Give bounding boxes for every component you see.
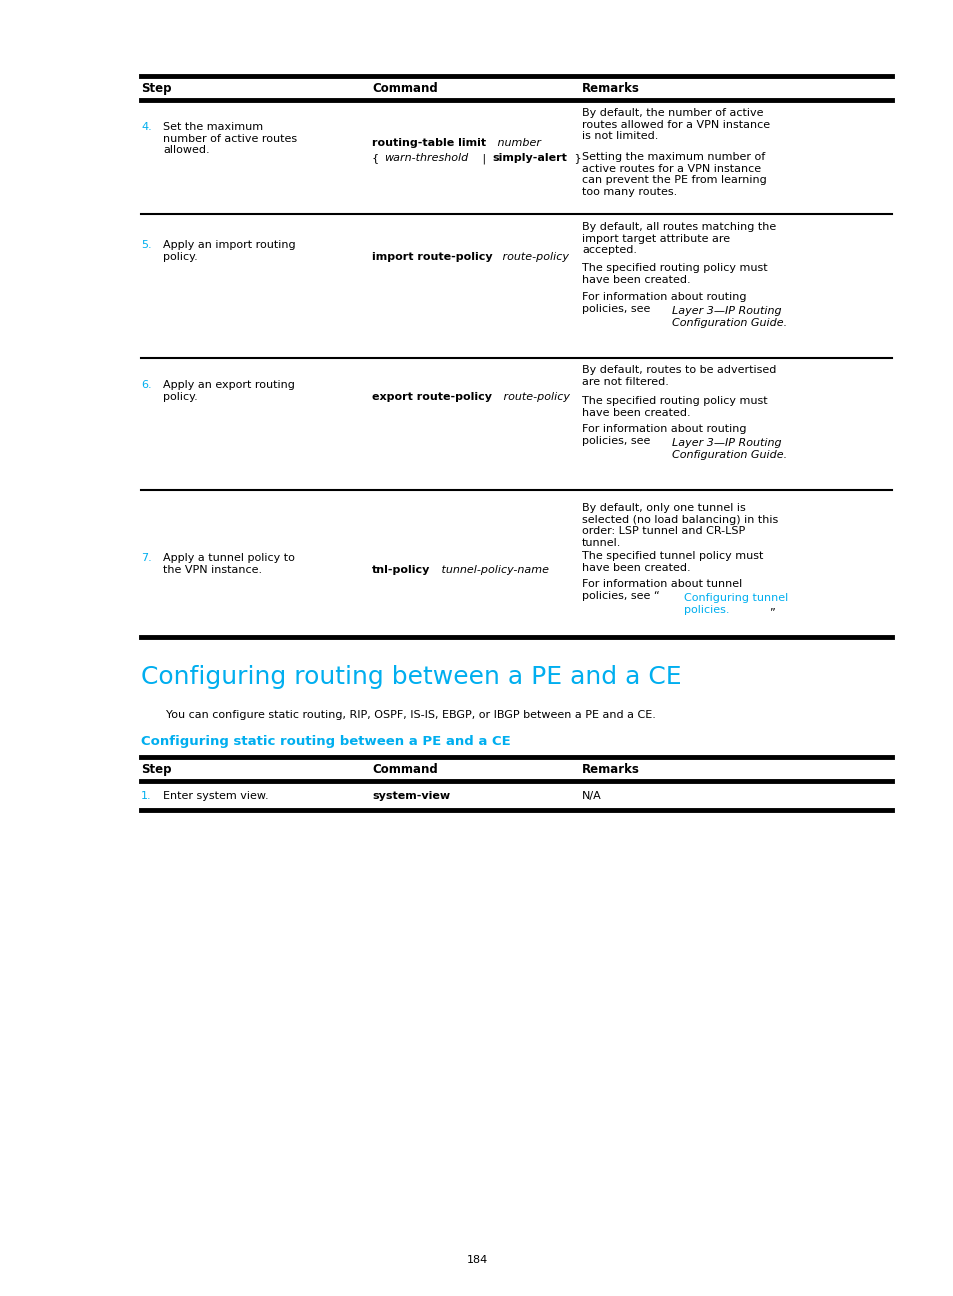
Text: Apply an import routing
policy.: Apply an import routing policy. bbox=[163, 240, 295, 262]
Text: 6.: 6. bbox=[141, 380, 152, 390]
Text: Command: Command bbox=[372, 82, 437, 95]
Text: tnl-policy: tnl-policy bbox=[372, 565, 430, 575]
Text: For information about routing
policies, see: For information about routing policies, … bbox=[581, 292, 745, 314]
Text: 5.: 5. bbox=[141, 240, 152, 250]
Text: By default, only one tunnel is
selected (no load balancing) in this
order: LSP t: By default, only one tunnel is selected … bbox=[581, 503, 778, 548]
Text: warn-threshold: warn-threshold bbox=[384, 153, 468, 163]
Text: Apply an export routing
policy.: Apply an export routing policy. bbox=[163, 380, 294, 402]
Text: |: | bbox=[478, 153, 489, 163]
Text: routing-table limit: routing-table limit bbox=[372, 137, 486, 148]
Text: Apply a tunnel policy to
the VPN instance.: Apply a tunnel policy to the VPN instanc… bbox=[163, 553, 294, 574]
Text: 7.: 7. bbox=[141, 553, 152, 562]
Text: Step: Step bbox=[141, 82, 172, 95]
Text: Layer 3—IP Routing
Configuration Guide.: Layer 3—IP Routing Configuration Guide. bbox=[671, 438, 786, 460]
Text: route-policy: route-policy bbox=[499, 391, 569, 402]
Text: By default, the number of active
routes allowed for a VPN instance
is not limite: By default, the number of active routes … bbox=[581, 108, 769, 141]
Text: 4.: 4. bbox=[141, 122, 152, 132]
Text: Setting the maximum number of
active routes for a VPN instance
can prevent the P: Setting the maximum number of active rou… bbox=[581, 152, 766, 197]
Text: Set the maximum
number of active routes
allowed.: Set the maximum number of active routes … bbox=[163, 122, 296, 156]
Text: Remarks: Remarks bbox=[581, 763, 639, 776]
Text: ”: ” bbox=[768, 607, 774, 617]
Text: Configuring tunnel
policies.: Configuring tunnel policies. bbox=[683, 594, 787, 614]
Text: The specified tunnel policy must
have been created.: The specified tunnel policy must have be… bbox=[581, 551, 762, 573]
Text: For information about routing
policies, see: For information about routing policies, … bbox=[581, 424, 745, 446]
Text: N/A: N/A bbox=[581, 791, 601, 801]
Text: For information about tunnel
policies, see “: For information about tunnel policies, s… bbox=[581, 579, 741, 600]
Text: Enter system view.: Enter system view. bbox=[163, 791, 269, 801]
Text: Layer 3—IP Routing
Configuration Guide.: Layer 3—IP Routing Configuration Guide. bbox=[671, 306, 786, 328]
Text: By default, routes to be advertised
are not filtered.: By default, routes to be advertised are … bbox=[581, 365, 776, 386]
Text: Step: Step bbox=[141, 763, 172, 776]
Text: You can configure static routing, RIP, OSPF, IS-IS, EBGP, or IBGP between a PE a: You can configure static routing, RIP, O… bbox=[166, 710, 656, 721]
Text: Remarks: Remarks bbox=[581, 82, 639, 95]
Text: Configuring routing between a PE and a CE: Configuring routing between a PE and a C… bbox=[141, 665, 680, 689]
Text: number: number bbox=[494, 137, 540, 148]
Text: route-policy: route-policy bbox=[498, 251, 568, 262]
Text: tunnel-policy-name: tunnel-policy-name bbox=[437, 565, 548, 575]
Text: The specified routing policy must
have been created.: The specified routing policy must have b… bbox=[581, 397, 767, 417]
Text: simply-alert: simply-alert bbox=[492, 153, 566, 163]
Text: The specified routing policy must
have been created.: The specified routing policy must have b… bbox=[581, 263, 767, 285]
Text: 184: 184 bbox=[466, 1255, 487, 1265]
Text: }: } bbox=[571, 153, 581, 163]
Text: {: { bbox=[372, 153, 382, 163]
Text: Configuring static routing between a PE and a CE: Configuring static routing between a PE … bbox=[141, 735, 510, 748]
Text: export route-policy: export route-policy bbox=[372, 391, 492, 402]
Text: import route-policy: import route-policy bbox=[372, 251, 492, 262]
Text: system-view: system-view bbox=[372, 791, 450, 801]
Text: By default, all routes matching the
import target attribute are
accepted.: By default, all routes matching the impo… bbox=[581, 222, 776, 255]
Text: Command: Command bbox=[372, 763, 437, 776]
Text: 1.: 1. bbox=[141, 791, 152, 801]
